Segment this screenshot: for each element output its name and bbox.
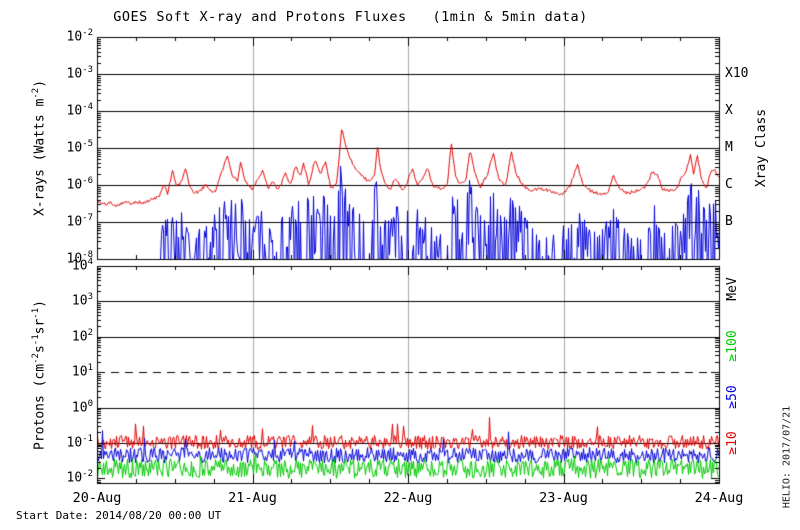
protons-ytick-label: 101 <box>71 363 93 380</box>
xray-class-label: B <box>725 213 733 229</box>
x-tick-label: 24-Aug <box>694 490 744 506</box>
x-tick-label: 21-Aug <box>228 490 277 506</box>
protons-ytick-label: 100 <box>71 398 93 416</box>
xray-ytick-label: 10-3 <box>66 65 94 82</box>
xray-class-label: X10 <box>725 65 749 81</box>
xray-ytick-label: 10-8 <box>66 250 94 267</box>
xray-axis-title: X-rays (Watts m-2) <box>31 79 48 217</box>
xray-right-axis-title: Xray Class <box>753 108 769 188</box>
xray-class-label: C <box>725 176 733 192</box>
xray-ytick-label: 10-4 <box>66 102 94 119</box>
protons-ytick-label: 102 <box>71 327 93 345</box>
protons-mev-label: ≥10 <box>724 431 740 455</box>
start-date-label: Start Date: 2014/08/20 00:00 UT <box>16 509 222 522</box>
xray-ytick-label: 10-5 <box>66 139 94 156</box>
protons-ytick-label: 10-2 <box>66 469 94 486</box>
protons-ytick-label: 10-1 <box>66 434 94 451</box>
protons-axis-title: Protons (cm-2s-1sr-1) <box>31 299 48 450</box>
x-tick-label: 23-Aug <box>539 490 588 506</box>
x-tick-label: 20-Aug <box>72 490 122 506</box>
xray-class-label: M <box>725 139 733 155</box>
protons-ytick-label: 103 <box>71 292 93 309</box>
protons-mev-label: MeV <box>724 277 740 301</box>
chart-title: GOES Soft X-ray and Protons Fluxes (1min… <box>113 9 588 25</box>
protons-ytick-label: 104 <box>71 257 93 274</box>
xray-ytick-label: 10-6 <box>66 176 94 193</box>
xray-ytick-label: 10-2 <box>66 28 94 45</box>
xray-ytick-label: 10-7 <box>66 213 94 230</box>
protons-mev-label: ≥50 <box>724 385 740 409</box>
credit-watermark: HELIO: 2017/07/21 <box>781 405 793 509</box>
xray-class-label: X <box>725 102 733 118</box>
x-tick-label: 22-Aug <box>383 490 433 506</box>
protons-mev-label: ≥100 <box>724 330 740 362</box>
